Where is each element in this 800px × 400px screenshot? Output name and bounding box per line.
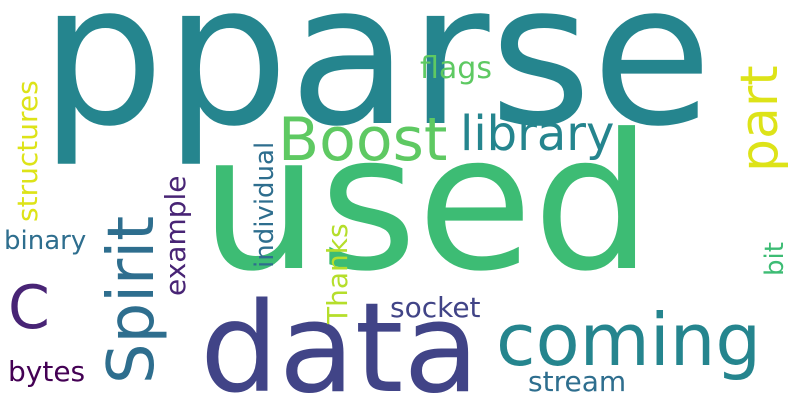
word-pparse: pparse: [40, 0, 713, 170]
word-coming: coming: [496, 298, 762, 382]
word-socket: socket: [390, 291, 481, 324]
word-individual: individual: [250, 141, 280, 268]
word-stream: stream: [528, 365, 627, 398]
word-bit: bit: [760, 242, 790, 276]
word-flags: flags: [420, 51, 492, 86]
word-bytes: bytes: [8, 355, 86, 388]
word-part: part: [730, 65, 790, 172]
word-used: used: [200, 94, 653, 313]
word-boost: Boost: [278, 105, 448, 175]
word-data: data: [200, 277, 480, 400]
word-example: example: [159, 175, 192, 296]
word-c: C: [8, 273, 50, 343]
word-structures: structures: [11, 80, 44, 222]
word-binary: binary: [4, 226, 87, 256]
word-library: library: [460, 106, 615, 162]
word-spirit: Spirit: [95, 215, 169, 384]
word-thanks: Thanks: [321, 223, 354, 324]
